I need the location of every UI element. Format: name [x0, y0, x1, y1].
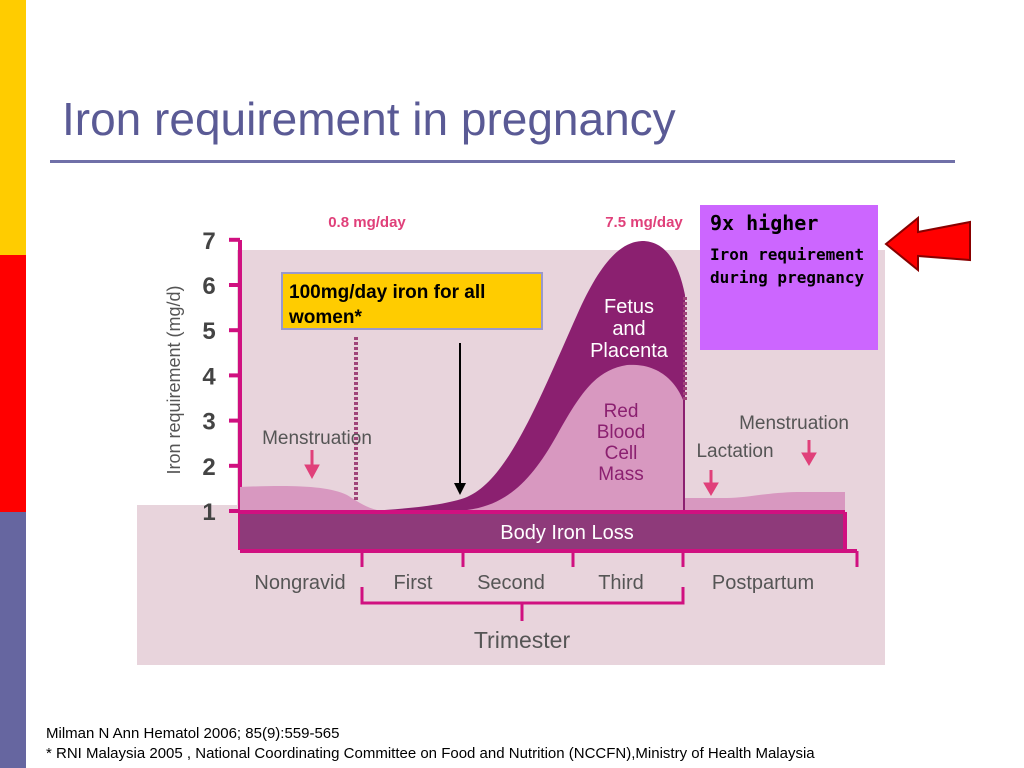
callout-body: Iron requirement during pregnancy [710, 245, 865, 287]
x-category-label: Third [598, 572, 644, 594]
y-tick-label: 7 [202, 228, 215, 255]
citation-line-2: * RNI Malaysia 2005 , National Coordinat… [46, 745, 815, 762]
y-tick-label: 3 [202, 409, 215, 436]
y-tick-label: 5 [202, 318, 215, 345]
body-iron-loss-band [240, 512, 845, 551]
chart-left-white [137, 205, 237, 505]
red-arrow-icon [884, 215, 971, 273]
y-tick-label: 2 [202, 454, 215, 481]
x-category-labels: Nongravid First Second Third Postpartum [254, 572, 814, 594]
lactation-label: Lactation [696, 441, 773, 462]
x-category-label: Postpartum [712, 572, 814, 594]
label-7.5-mg-day: 7.5 mg/day [605, 214, 683, 231]
body-iron-loss-label: Body Iron Loss [500, 522, 633, 544]
callout-heading: 9x higher [710, 211, 819, 235]
rbc-mass-area [467, 364, 683, 515]
y-tick-labels: 1 2 3 4 5 6 7 [202, 228, 216, 526]
y-tick-label: 6 [202, 273, 215, 300]
down-arrow-icon [703, 470, 719, 496]
postpartum-area [685, 492, 845, 515]
callout-pointer-head [454, 483, 466, 495]
x-axis-label: Trimester [474, 627, 571, 653]
fetus-label: Fetus and Placenta [590, 296, 669, 362]
down-arrow-icon [304, 450, 320, 480]
y-tick-label: 1 [202, 499, 215, 526]
y-axis-label: Iron requirement (mg/d) [164, 285, 184, 474]
accent-bar-red [0, 255, 26, 512]
iron-dose-callout: 100mg/day iron for all women* [281, 272, 543, 330]
rbc-label: Red Blood Cell Mass [597, 401, 646, 485]
citation-line-1: Milman N Ann Hematol 2006; 85(9):559-565 [46, 725, 340, 742]
accent-bar-yellow [0, 0, 26, 255]
down-arrow-icon [801, 440, 817, 466]
y-tick-label: 4 [202, 363, 216, 390]
x-category-label: First [394, 572, 433, 594]
accent-bar-blue [0, 512, 26, 768]
slide-title: Iron requirement in pregnancy [62, 93, 676, 145]
menstruation-left-label: Menstruation [262, 428, 372, 449]
x-category-label: Nongravid [254, 572, 345, 594]
label-0.8-mg-day: 0.8 mg/day [328, 214, 406, 231]
menstruation-right-label: Menstruation [739, 413, 849, 434]
y-tick-marks [229, 237, 240, 513]
footer-citations: Milman N Ann Hematol 2006; 85(9):559-565… [46, 724, 815, 764]
x-tick-marks [360, 551, 859, 567]
nine-x-higher-callout: 9x higher Iron requirement during pregna… [700, 205, 878, 350]
nongravid-menstruation-area [240, 485, 377, 515]
title-underline [50, 160, 955, 163]
x-category-label: Second [477, 572, 545, 594]
